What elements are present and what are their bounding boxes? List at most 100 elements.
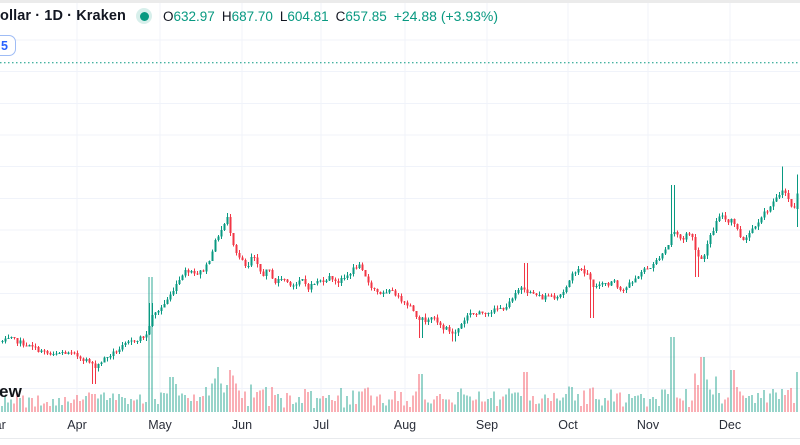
volume-bar — [730, 370, 732, 412]
candle-body — [460, 324, 463, 329]
volume-bar — [571, 386, 573, 412]
candle-body — [178, 280, 181, 284]
volume-bar — [199, 397, 201, 412]
candle-body — [403, 301, 406, 303]
volume-bar — [130, 399, 132, 412]
candle-body — [142, 336, 145, 338]
candle-body — [613, 280, 616, 282]
volume-bar — [310, 391, 312, 412]
volume-bar — [562, 397, 564, 412]
volume-bar — [73, 399, 75, 412]
volume-bar — [337, 395, 339, 412]
candle-body — [580, 269, 583, 270]
candle-body — [172, 291, 175, 295]
volume-bar — [535, 404, 537, 412]
volume-bar — [499, 399, 501, 412]
volume-bar — [265, 386, 267, 412]
volume-bar — [418, 374, 420, 412]
symbol-title[interactable]: ollar · 1D · Kraken — [0, 8, 126, 24]
volume-bar — [634, 396, 636, 412]
volume-bar — [157, 404, 159, 412]
candle-body — [163, 303, 166, 308]
volume-bar — [397, 400, 399, 412]
candle-body — [256, 257, 259, 265]
volume-bar — [637, 395, 639, 412]
candle-body — [643, 268, 646, 273]
volume-bar — [412, 395, 414, 412]
candle-body — [73, 352, 76, 354]
volume-bar — [148, 277, 150, 412]
volume-bar — [544, 394, 546, 412]
candle-body — [484, 313, 487, 315]
market-status-dot-icon[interactable] — [135, 7, 153, 25]
volume-bar — [166, 393, 168, 412]
volume-bar — [511, 393, 513, 412]
volume-bar — [91, 394, 93, 412]
volume-bar — [760, 397, 762, 412]
top-toolbar-edge — [0, 0, 800, 3]
volume-bar — [640, 394, 642, 412]
volume-bar — [16, 392, 18, 412]
volume-bar — [154, 399, 156, 412]
candle-body — [61, 352, 64, 353]
volume-bar — [190, 401, 192, 412]
candle-body — [124, 343, 127, 345]
volume-bar — [697, 385, 699, 412]
candle-body — [520, 287, 523, 291]
candle-body — [307, 283, 310, 290]
volume-bar — [781, 388, 783, 412]
volume-bar — [247, 406, 249, 412]
volume-bar — [19, 398, 21, 412]
candle-body — [370, 282, 373, 288]
volume-bar — [136, 399, 138, 412]
candle-body — [361, 264, 364, 271]
candle-body — [418, 317, 421, 321]
volume-bar — [442, 398, 444, 412]
volume-bar — [31, 397, 33, 412]
candle-body — [715, 221, 718, 231]
volume-bar — [439, 393, 441, 412]
candle-body — [532, 291, 535, 294]
candle-body — [583, 269, 586, 274]
candle-body — [436, 317, 439, 323]
candle-body — [226, 216, 229, 224]
count-badge[interactable]: 5 — [0, 35, 16, 56]
candle-body — [85, 359, 88, 362]
volume-bar — [70, 403, 72, 412]
candle-body — [535, 293, 538, 296]
candle-body — [55, 353, 58, 355]
volume-bar — [652, 396, 654, 412]
volume-bar — [181, 393, 183, 412]
volume-bar — [454, 404, 456, 412]
volume-bar — [739, 391, 741, 412]
volume-bar — [334, 400, 336, 412]
candle-body — [205, 264, 208, 272]
candle-body — [697, 250, 700, 257]
candle-body — [727, 219, 730, 223]
volume-bar — [643, 398, 645, 412]
candle-body — [1, 341, 4, 343]
time-axis[interactable]: Mar Apr May Jun Jul Aug Sep Oct Nov Dec — [0, 412, 800, 439]
volume-bar — [367, 387, 369, 412]
volume-bar — [619, 392, 621, 412]
volume-bar — [328, 394, 330, 412]
volume-bar — [415, 391, 417, 412]
volume-bar — [427, 402, 429, 412]
candle-body — [46, 351, 49, 354]
candle-body — [589, 273, 592, 280]
volume-bar — [325, 397, 327, 412]
candle-body — [601, 283, 604, 285]
volume-bar — [661, 389, 663, 412]
volume-bar — [364, 388, 366, 412]
volume-bar — [145, 401, 147, 412]
candle-body — [19, 340, 22, 344]
volume-bar — [118, 393, 120, 412]
tradingview-logo[interactable]: ew — [0, 382, 23, 401]
volume-bar — [385, 405, 387, 412]
candle-body — [298, 280, 301, 285]
candle-body — [415, 311, 418, 318]
candle-body — [649, 268, 652, 270]
candle-body — [184, 270, 187, 276]
candle-body — [592, 279, 595, 288]
